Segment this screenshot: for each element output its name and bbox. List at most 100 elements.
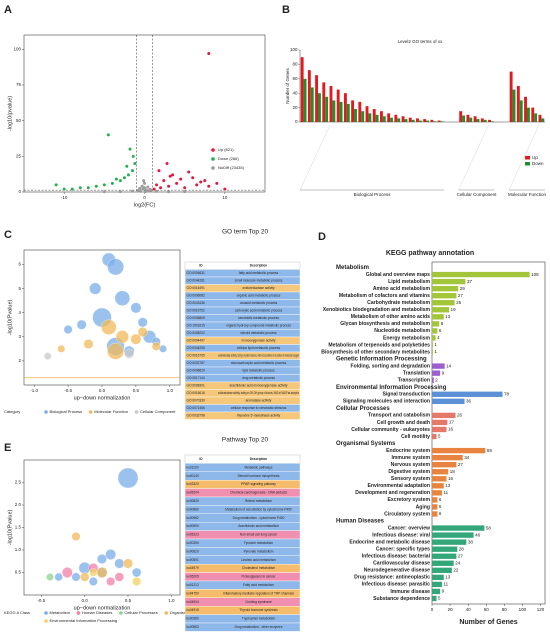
- value-label: 11: [443, 582, 448, 587]
- point: [70, 187, 74, 191]
- bar: [329, 86, 333, 122]
- point: [131, 154, 135, 158]
- table-cell-id: GO:0016705: [187, 354, 205, 358]
- table-cell-description: Thyroid hormone synthesis: [239, 608, 278, 612]
- point: [133, 161, 137, 165]
- bar: [509, 71, 513, 122]
- table-cell-id: GO:0017144: [187, 376, 205, 380]
- category-label: Translation: [403, 370, 430, 376]
- category-label: Cellular community - eukaryotes: [351, 427, 430, 433]
- bubble: [43, 352, 52, 360]
- category-label: Energy metabolism: [383, 335, 430, 341]
- bar: [516, 86, 520, 122]
- legend-label: Cellular Processes: [124, 610, 157, 615]
- x-tick-label: 40: [466, 607, 472, 612]
- bar: [303, 78, 307, 122]
- bubble: [151, 342, 161, 351]
- point: [195, 183, 199, 187]
- point: [125, 164, 129, 168]
- bar: [432, 532, 474, 538]
- table-header: Description: [250, 457, 268, 461]
- point: [183, 186, 187, 190]
- x-tick-label: 20: [448, 607, 454, 612]
- bubble: [124, 348, 135, 359]
- category-label: Cancer: overview: [388, 525, 430, 531]
- plot-frame: [431, 261, 546, 605]
- table-cell-id: GO:0006629: [187, 369, 205, 373]
- legend-swatch: [119, 611, 123, 615]
- value-label: 19: [451, 307, 457, 312]
- table-cell-id: ko00982: [187, 516, 199, 520]
- value-label: 78: [504, 391, 510, 396]
- bar: [512, 89, 516, 122]
- point: [130, 169, 134, 173]
- x-tick-label: 0.0: [82, 598, 89, 603]
- table-header: Description: [250, 264, 268, 268]
- bar: [411, 119, 415, 122]
- category-label: Carbohydrate metabolism: [367, 300, 430, 306]
- value-label: 38: [468, 539, 474, 544]
- bar: [394, 114, 398, 122]
- x-tick-label: 0.0: [99, 388, 106, 393]
- bar: [432, 497, 438, 503]
- bubble: [107, 258, 124, 276]
- legend-swatch: [525, 156, 530, 160]
- legend-swatch: [211, 157, 215, 161]
- bar: [432, 469, 449, 475]
- value-label: 27: [458, 553, 464, 558]
- bar: [432, 567, 452, 573]
- bar: [432, 525, 485, 531]
- point: [102, 190, 106, 194]
- value-label: 59: [487, 448, 493, 453]
- table-cell-description: steroid metabolic process: [240, 331, 277, 335]
- value-label: 24: [455, 560, 461, 565]
- bar: [432, 370, 441, 376]
- table-cell-description: Cushing syndrome: [245, 600, 272, 604]
- bar: [351, 100, 355, 122]
- bubble: [117, 467, 139, 489]
- table-row: [184, 547, 301, 557]
- table-cell-id: ko00620: [187, 549, 199, 553]
- x-tick-label: -0.5: [64, 388, 72, 393]
- table-cell-description: Retinol metabolism: [245, 499, 272, 503]
- value-label: 27: [458, 293, 464, 298]
- table-header: ID: [199, 457, 203, 461]
- table-cell-id: ko01100: [187, 465, 199, 469]
- bar: [432, 349, 433, 355]
- bar: [466, 114, 470, 122]
- category-label: Amino acid metabolism: [373, 286, 431, 292]
- y-tick-label: 40: [292, 90, 298, 95]
- table-cell-description: small molecule metabolic process: [235, 279, 283, 283]
- value-label: 29: [460, 286, 466, 291]
- table-cell-id: GO:0032787: [187, 361, 205, 365]
- category-label: Xenobiotics biodegradation and metabolis…: [323, 307, 431, 313]
- point: [159, 186, 163, 190]
- bubble: [97, 554, 107, 564]
- bubble: [57, 345, 66, 353]
- point: [157, 169, 161, 173]
- point: [187, 170, 191, 174]
- legend-title: KEGG A Class: [4, 610, 30, 615]
- bar: [390, 117, 393, 122]
- legend-label: Human Diseases: [82, 610, 112, 615]
- y-axis-label: -log10(pvalue): [7, 96, 13, 131]
- legend-swatch: [134, 410, 139, 414]
- panel-label: A: [4, 4, 12, 16]
- table-cell-id: ko04979: [187, 566, 199, 570]
- bar: [483, 119, 487, 122]
- group-tick: [458, 124, 489, 191]
- table-cell-id: GO:0016491: [187, 286, 205, 290]
- panel-label: B: [282, 4, 290, 16]
- panel-label: D: [318, 231, 326, 243]
- point: [118, 179, 122, 183]
- bar: [361, 111, 365, 122]
- table-cell-id: ko03320: [187, 482, 199, 486]
- bar: [432, 419, 448, 426]
- legend-label: Environmental Information Processing: [50, 618, 118, 623]
- point: [118, 190, 122, 194]
- bubble: [123, 558, 133, 569]
- point: [94, 184, 98, 188]
- point: [171, 173, 175, 177]
- bubble: [76, 319, 87, 330]
- bar: [462, 115, 466, 122]
